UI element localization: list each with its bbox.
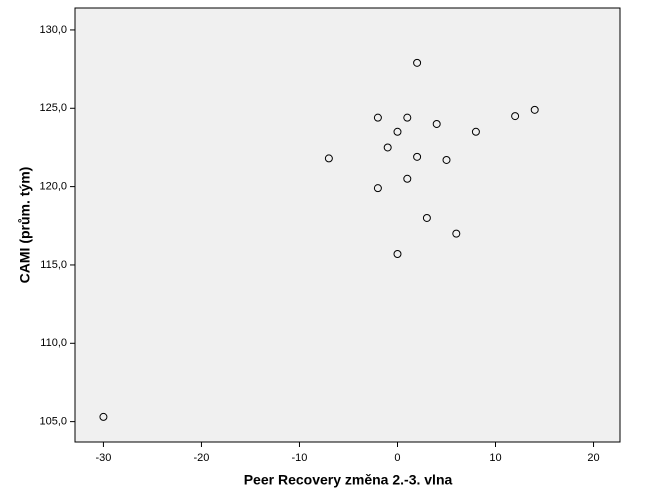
y-tick-label: 125,0 (39, 102, 67, 114)
x-tick-label: 10 (489, 452, 501, 464)
plot-area (74, 7, 621, 443)
point (471, 127, 480, 136)
point (393, 249, 402, 258)
x-tick-label: 20 (587, 452, 599, 464)
point (373, 113, 382, 122)
y-axis-title: CAMI (prům. tým) (17, 167, 33, 284)
point (393, 127, 402, 136)
point (324, 154, 333, 163)
point (373, 184, 382, 193)
point (442, 155, 451, 164)
x-tick-label: -20 (193, 452, 209, 464)
y-tick-label: 115,0 (40, 259, 67, 271)
x-tick-label: -10 (292, 452, 308, 464)
point (413, 152, 422, 161)
y-tick-label: 120,0 (39, 181, 67, 193)
point (511, 112, 520, 121)
x-tick-label: 0 (394, 452, 400, 464)
point (403, 174, 412, 183)
point (422, 213, 431, 222)
point (432, 119, 441, 128)
point (99, 412, 108, 421)
point (530, 105, 539, 114)
point (452, 229, 461, 238)
x-axis-title: Peer Recovery změna 2.-3. vlna (244, 472, 453, 488)
point (383, 143, 392, 152)
y-tick-label: 130,0 (39, 24, 67, 36)
x-tick-label: -30 (95, 452, 111, 464)
y-tick-label: 105,0 (39, 416, 67, 428)
point (403, 113, 412, 122)
point (413, 58, 422, 67)
y-tick-label: 110,0 (40, 337, 67, 349)
